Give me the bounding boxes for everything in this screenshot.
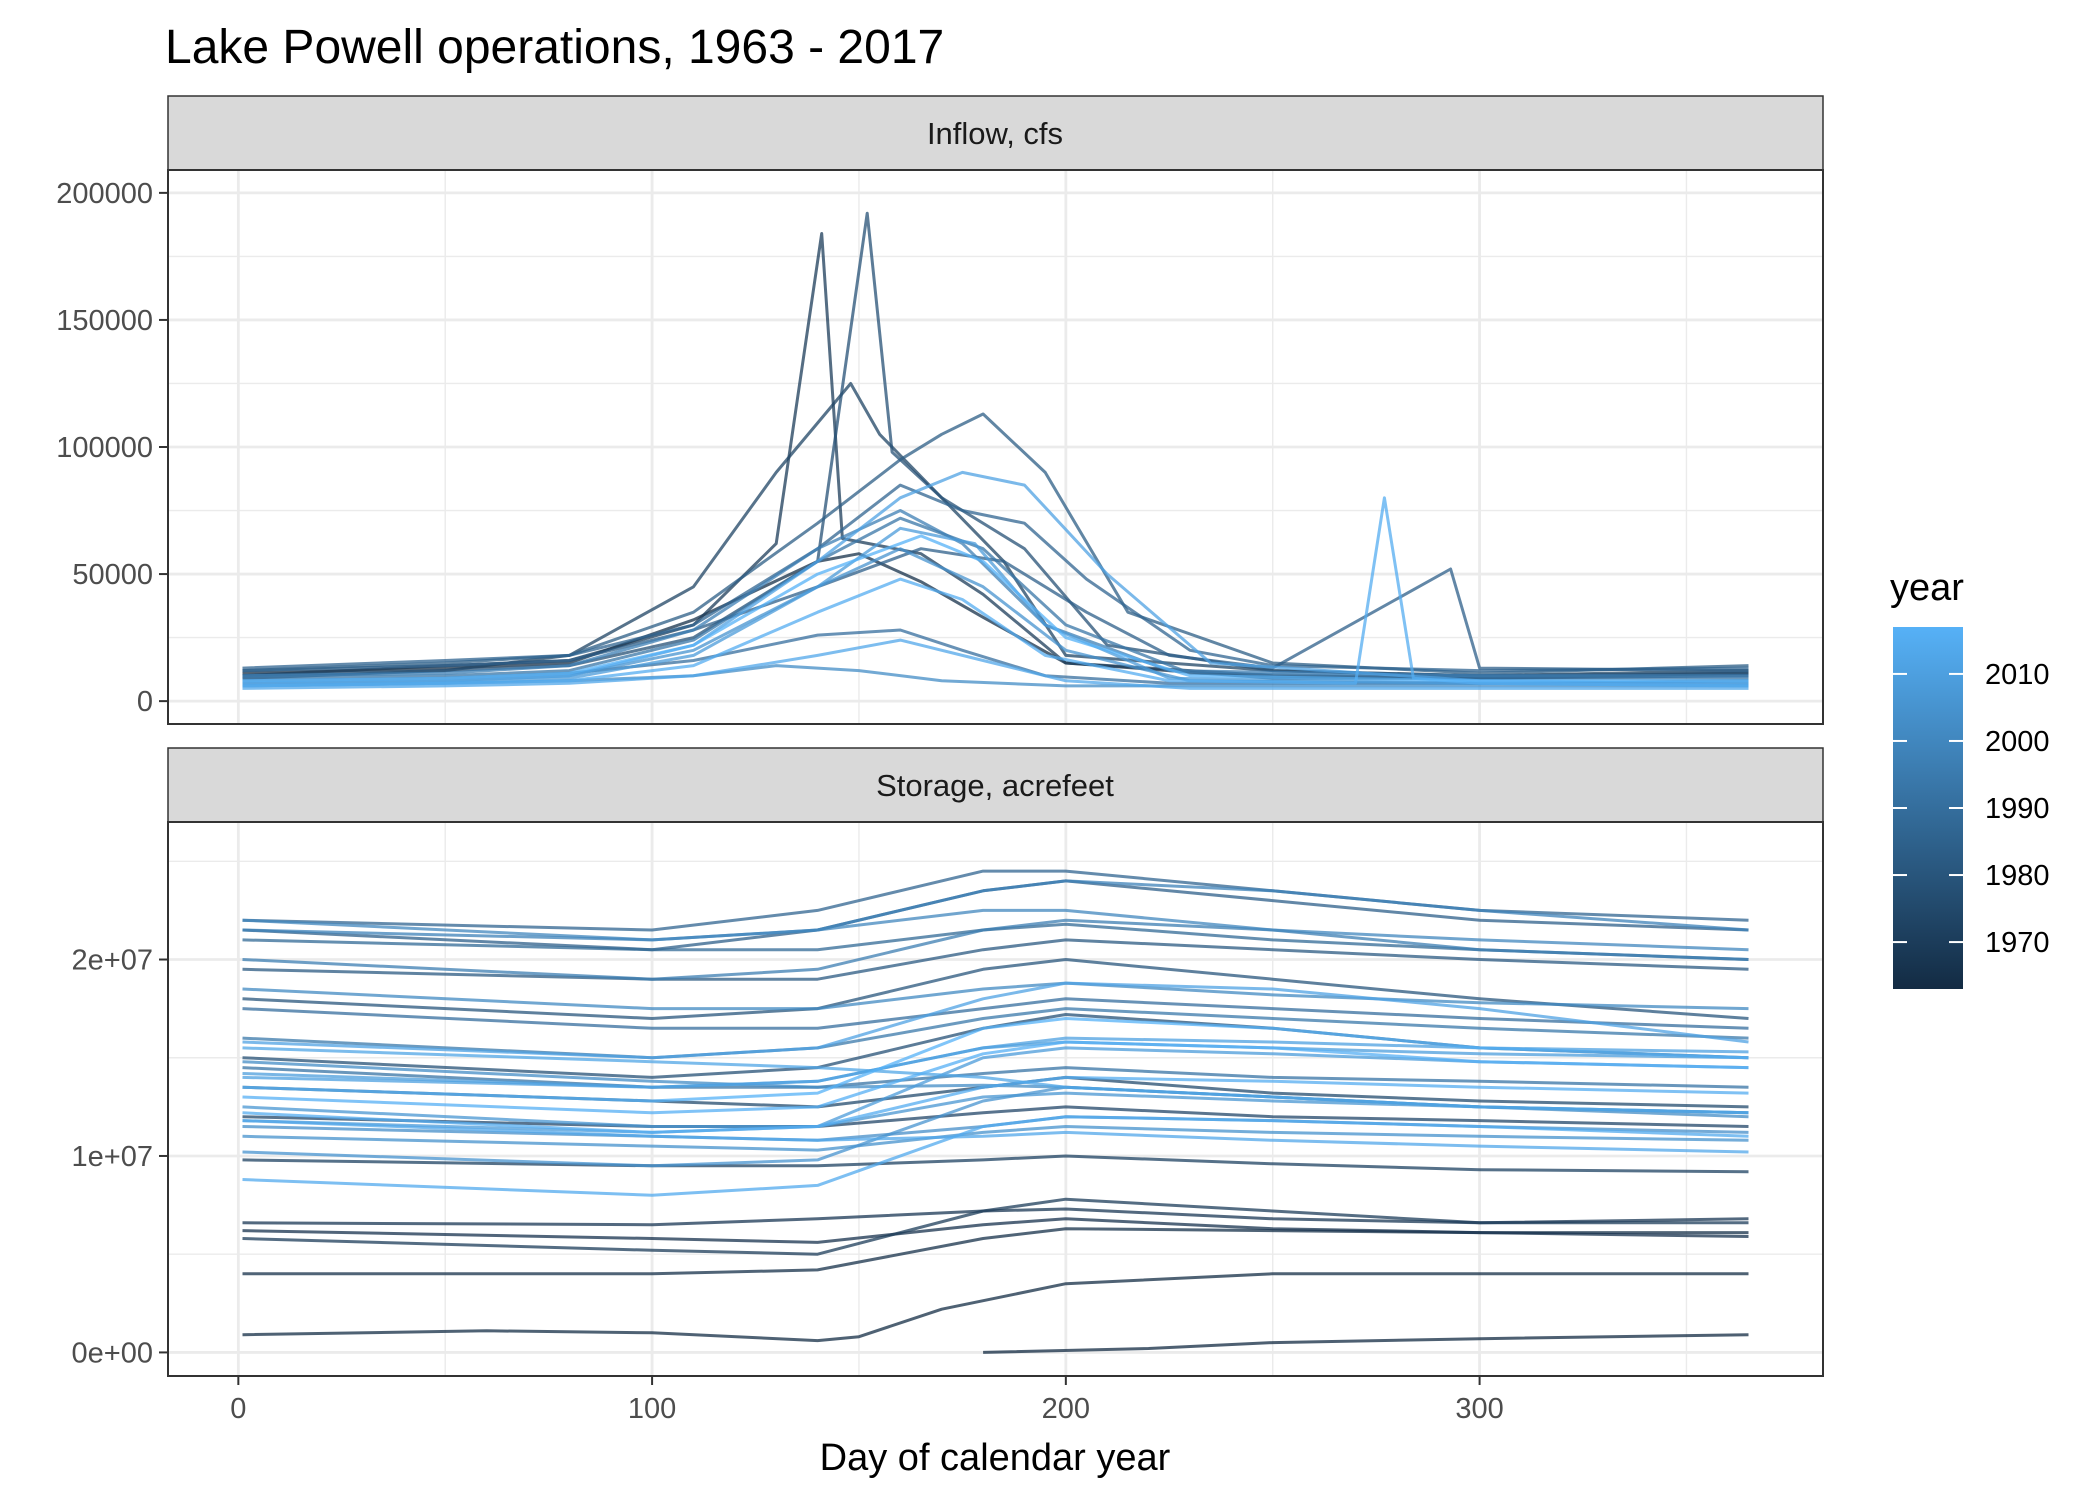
series-line-2011 — [242, 981, 1749, 1060]
series-line-2017 — [242, 1017, 1749, 1103]
series-line-1988 — [242, 922, 1749, 961]
series-line-2015 — [242, 496, 1749, 688]
series-line-2014 — [242, 1115, 1749, 1197]
legend-label: 1970 — [1985, 927, 2050, 959]
y-tick-label: 100000 — [56, 432, 153, 464]
series-line-2004 — [242, 1125, 1749, 1152]
x-tick-label: 100 — [628, 1393, 676, 1425]
series-line-1993 — [242, 516, 1749, 680]
gridlines-storage — [168, 822, 1823, 1376]
strip-label-storage: Storage, acrefeet — [876, 768, 1114, 803]
y-tick-label: 0e+00 — [72, 1337, 153, 1369]
series-line-2016 — [242, 1040, 1749, 1115]
series-line-2013 — [242, 1119, 1749, 1154]
legend-label: 2010 — [1985, 659, 2050, 691]
series-line-2011 — [242, 470, 1749, 685]
series-line-1986 — [242, 483, 1749, 673]
series-line-1984 — [242, 547, 1749, 673]
x-tick-label: 0 — [230, 1393, 246, 1425]
series-line-1964 — [242, 1272, 1749, 1343]
x-tick-label: 200 — [1042, 1393, 1090, 1425]
legend-label: 1990 — [1985, 793, 2050, 825]
series-line-2010 — [242, 1036, 1749, 1089]
series-line-1996 — [242, 918, 1749, 981]
y-axis-inflow: 0 50000 100000 150000 200000 — [56, 178, 168, 718]
series-line-2015 — [242, 1075, 1749, 1134]
strip-label-inflow: Inflow, cfs — [927, 116, 1063, 151]
series-lines-storage — [242, 869, 1749, 1354]
series-line-1963 — [983, 1333, 1749, 1354]
y-tick-label: 200000 — [56, 178, 153, 210]
y-axis-storage: 0e+00 1e+07 2e+07 — [72, 945, 168, 1369]
plot-border-storage — [167, 821, 1824, 1377]
series-line-2001 — [242, 981, 1749, 1011]
x-axis-title: Day of calendar year — [820, 1437, 1171, 1479]
series-line-1990 — [242, 997, 1749, 1030]
chart-title: Lake Powell operations, 1963 - 2017 — [165, 21, 944, 74]
legend-title: year — [1890, 567, 1964, 609]
y-tick-label: 2e+07 — [72, 945, 153, 977]
series-line-1966 — [242, 1217, 1749, 1244]
panel-inflow: Inflow, cfs 0 50000 100000 150000 200000 — [56, 95, 1824, 725]
y-tick-label: 150000 — [56, 305, 153, 337]
x-axis: 0 100 200 300 — [230, 1376, 1504, 1425]
y-tick-label: 1e+07 — [72, 1141, 153, 1173]
series-line-2017 — [242, 534, 1749, 683]
legend-label: 1980 — [1985, 860, 2050, 892]
series-lines-inflow — [242, 211, 1749, 690]
series-line-2000 — [242, 908, 1749, 952]
legend-ticks: 1970 1980 1990 2000 2010 — [1893, 659, 2050, 959]
legend-label: 2000 — [1985, 726, 2050, 758]
series-line-1982 — [242, 938, 1749, 981]
legend: year 1970 1980 1990 2000 2010 — [1890, 567, 2050, 989]
series-line-1997 — [242, 509, 1749, 678]
series-line-2008 — [242, 526, 1749, 688]
panel-storage: Storage, acrefeet 0e+00 1e+07 2e+07 — [72, 747, 1824, 1377]
series-line-2013 — [242, 638, 1749, 690]
y-tick-label: 50000 — [72, 559, 153, 591]
strip-background-inflow — [167, 95, 1824, 171]
x-tick-label: 300 — [1455, 1393, 1503, 1425]
y-tick-label: 0 — [137, 686, 153, 718]
strip-background-storage — [167, 747, 1824, 823]
series-line-1980 — [242, 958, 1749, 1020]
series-line-1970 — [242, 1197, 1749, 1256]
